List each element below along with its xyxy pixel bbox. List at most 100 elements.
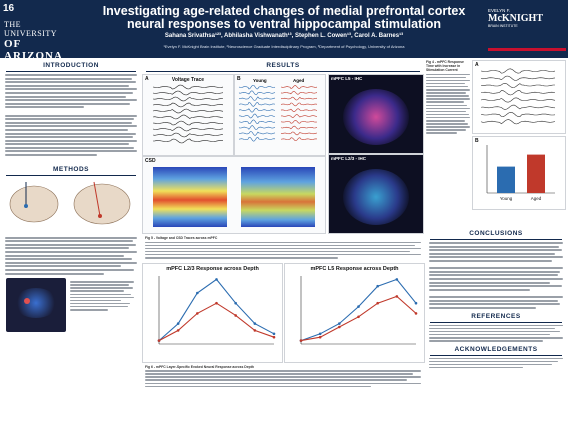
voltage-trace-line bbox=[152, 84, 224, 90]
methods-body bbox=[2, 236, 140, 275]
conclusions-heading: CONCLUSIONS bbox=[469, 230, 523, 237]
l23-response-chart: mPFC L2/3 Response across Depth bbox=[142, 262, 283, 363]
voltage-trace-line bbox=[152, 138, 224, 144]
fig5-caption: Fig 5 - Voltage and CSD Traces across mP… bbox=[142, 236, 424, 259]
data-point bbox=[215, 277, 218, 281]
l5-chart-svg bbox=[299, 275, 418, 344]
series-line-young bbox=[300, 278, 417, 341]
aged-label: Aged bbox=[293, 78, 305, 83]
acknowledgements-rule bbox=[430, 354, 562, 356]
voltage-trace-line bbox=[152, 108, 224, 114]
voltage-trace-line bbox=[480, 111, 556, 118]
voltage-trace-line bbox=[480, 75, 556, 81]
mcknight-logo: EVELYN F. McKNIGHT BRAIN INSTITUTE bbox=[488, 8, 566, 52]
histology-figure bbox=[2, 277, 140, 334]
uofa-logo-line2: OF ARIZONA bbox=[4, 38, 63, 62]
mcknight-logo-line2: McKNIGHT bbox=[488, 13, 543, 24]
results-rule bbox=[146, 71, 420, 72]
data-point bbox=[357, 315, 360, 318]
data-point bbox=[395, 277, 399, 281]
university-of-arizona-logo: THE UNIVERSITY OF ARIZONA bbox=[4, 20, 68, 62]
voltage-trace-line bbox=[480, 104, 556, 110]
acknowledgements-body bbox=[426, 357, 566, 369]
data-point bbox=[215, 301, 218, 305]
voltage-trace-line bbox=[238, 113, 276, 119]
bar-label: Young bbox=[500, 196, 513, 201]
voltage-trace-line bbox=[152, 120, 224, 126]
fig4-area: Fig 4 - mPFC Response Time with Increase… bbox=[426, 60, 566, 210]
references-heading: REFERENCES bbox=[471, 312, 521, 320]
references-body bbox=[426, 324, 566, 342]
data-point bbox=[318, 335, 322, 339]
voltage-trace-line bbox=[238, 85, 276, 90]
young-label: Young bbox=[253, 78, 267, 83]
data-point bbox=[253, 328, 257, 332]
data-point bbox=[272, 335, 276, 339]
fig6-caption-title: Fig 6 - mPFC Layer-Specific Evoked Neura… bbox=[145, 364, 254, 369]
voltage-trace-line bbox=[238, 125, 276, 130]
voltage-trace-line bbox=[152, 96, 224, 102]
mpfc-l5-ihc-label: mPFC L5 - IHC bbox=[331, 76, 363, 81]
fig4-traces bbox=[480, 68, 556, 125]
fig5-area: A Voltage Trace B Young Aged CSD bbox=[142, 74, 424, 234]
fig4-bar-chart: Young Aged bbox=[486, 145, 555, 201]
ihc-l5-panel: mPFC L5 - IHC bbox=[328, 74, 424, 154]
poster-authors: Sahana Srivathsa¹²³, Abhilasha Vishwanat… bbox=[164, 33, 404, 39]
voltage-trace-line bbox=[280, 119, 318, 124]
fig6-caption: Fig 6 - mPFC Layer-Specific Evoked Neura… bbox=[142, 365, 424, 388]
fig4-bar-panel: B Young Aged bbox=[472, 136, 566, 210]
voltage-trace-line bbox=[238, 136, 276, 142]
bar-young bbox=[497, 166, 515, 193]
mcknight-logo-bar bbox=[488, 48, 566, 51]
voltage-trace-line bbox=[280, 85, 318, 89]
data-point bbox=[234, 313, 237, 317]
voltage-trace-line bbox=[280, 125, 318, 130]
young-aged-traces bbox=[238, 85, 318, 142]
l23-chart-svg bbox=[157, 275, 276, 344]
methods-diagram bbox=[9, 181, 131, 225]
voltage-trace-line bbox=[152, 114, 224, 120]
voltage-trace-line bbox=[280, 108, 318, 112]
csd-label: CSD bbox=[145, 158, 156, 164]
data-point bbox=[395, 294, 399, 298]
brain-schematic-right bbox=[73, 183, 131, 225]
voltage-trace-line bbox=[238, 102, 276, 107]
stim-site bbox=[98, 214, 102, 219]
voltage-trace-line bbox=[152, 102, 224, 108]
data-point bbox=[234, 301, 237, 305]
data-point bbox=[414, 301, 418, 305]
fig4-trace-panel: A bbox=[472, 60, 566, 134]
data-point bbox=[196, 291, 199, 294]
data-point bbox=[318, 332, 322, 335]
voltage-trace-line bbox=[238, 107, 276, 113]
data-point bbox=[196, 311, 199, 315]
data-point bbox=[414, 311, 418, 315]
stimulating-electrode bbox=[93, 181, 101, 217]
data-point bbox=[253, 321, 257, 325]
fig6-area: mPFC L2/3 Response across Depth mPFC L5 … bbox=[142, 262, 425, 363]
poster-number: 16 bbox=[3, 3, 15, 14]
fig4-text: Fig 4 - mPFC Response Time with Increase… bbox=[426, 60, 470, 135]
record-site bbox=[24, 204, 28, 209]
data-point bbox=[376, 301, 379, 305]
data-point bbox=[376, 284, 379, 288]
left-column: INTRODUCTION METHODS bbox=[2, 60, 140, 334]
voltage-trace-line bbox=[280, 131, 318, 136]
introduction-heading: INTRODUCTION bbox=[43, 62, 99, 69]
results-column: RESULTS A Voltage Trace B Young Aged bbox=[142, 60, 425, 389]
acknowledgements-heading: ACKNOWLEDGEMENTS bbox=[454, 345, 538, 353]
voltage-trace-line bbox=[480, 119, 556, 125]
brain-schematic-left bbox=[9, 185, 59, 223]
data-point bbox=[272, 332, 276, 335]
data-point bbox=[338, 325, 341, 328]
voltage-trace-plot bbox=[152, 84, 224, 144]
fig5-caption-title: Fig 5 - Voltage and CSD Traces across mP… bbox=[145, 236, 218, 240]
conclusions-body bbox=[426, 242, 566, 309]
voltage-trace-title: Voltage Trace bbox=[171, 77, 205, 83]
voltage-trace-line bbox=[280, 90, 318, 95]
series-line-aged bbox=[158, 302, 275, 341]
voltage-trace-line bbox=[480, 68, 556, 74]
mcknight-logo-line1: EVELYN F. bbox=[488, 8, 511, 13]
l5-response-chart: mPFC L5 Response across Depth bbox=[284, 262, 425, 363]
